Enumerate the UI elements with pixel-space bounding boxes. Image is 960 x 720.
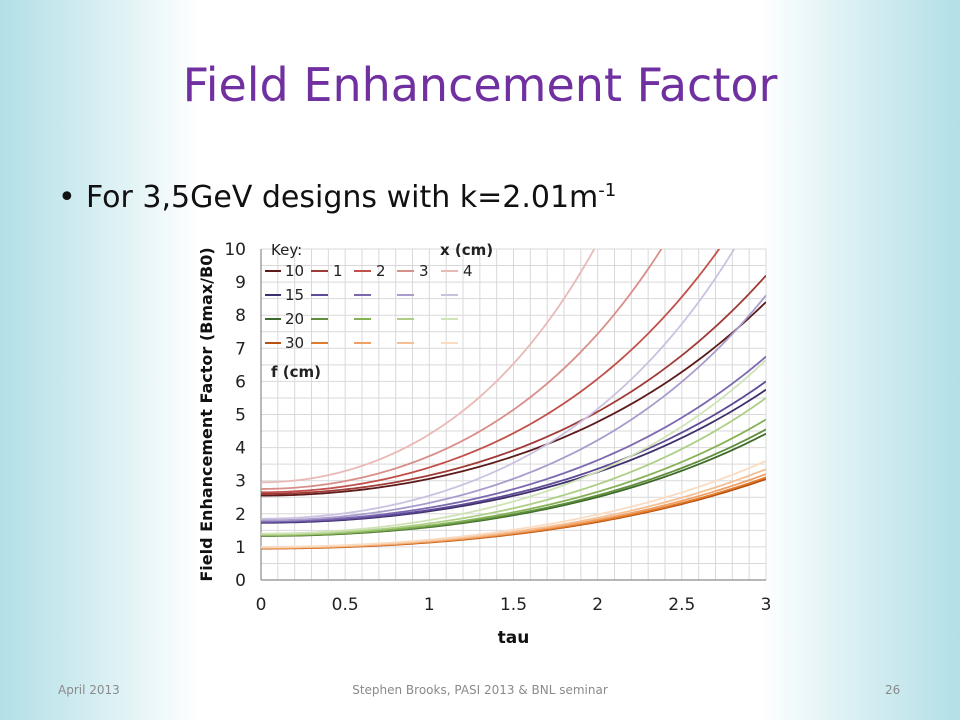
page-number: 26 [885,683,901,697]
x-tick-label: 1 [424,595,435,615]
y-axis-label: Field Enhancement Factor (Bmax/B0) [197,247,216,581]
series-line-f10-x2 [261,249,721,494]
bullet-item: • For 3,5GeV designs with k=2.01m-1 [58,180,616,215]
series-line-f30-x4 [261,460,766,548]
legend-x-value: 4 [463,262,473,280]
legend-f-header: f (cm) [271,363,321,381]
legend-x-header: x (cm) [440,241,493,259]
x-tick-label: 0 [256,595,267,615]
footer-date: April 2013 [58,683,120,697]
x-tick-label: 3 [761,595,772,615]
series-line-f20-x3 [261,397,766,536]
x-axis-label: tau [498,628,530,648]
x-tick-label: 0.5 [332,595,359,615]
y-tick-label: 1 [235,538,246,558]
y-tick-label: 8 [235,306,246,326]
series-line-f10-x3 [261,249,663,490]
y-tick-label: 10 [224,240,246,260]
series-line-f20-x2 [261,418,766,537]
bullet-superscript: -1 [598,180,617,201]
legend-f-value: 10 [285,262,304,280]
series-line-f15-x4 [261,249,736,520]
y-tick-label: 2 [235,505,246,525]
bullet-dot: • [58,180,76,215]
y-tick-label: 7 [235,339,246,359]
legend-f-value: 15 [285,286,304,304]
x-tick-label: 2 [592,595,603,615]
y-tick-label: 5 [235,406,246,426]
series-line-f15-x3 [261,294,766,522]
legend-x-value: 1 [333,262,343,280]
footer-center: Stephen Brooks, PASI 2013 & BNL seminar [352,683,608,697]
bullet-text: For 3,5GeV designs with k=2.01m [86,180,599,215]
y-tick-label: 6 [235,372,246,392]
series-line-f20-x4 [261,359,766,535]
legend-x-value: 2 [376,262,386,280]
slide-title: Field Enhancement Factor [182,58,778,112]
series-line-f15-x1 [261,380,766,523]
legend-f-value: 20 [285,310,304,328]
x-tick-label: 2.5 [668,595,695,615]
y-tick-label: 4 [235,439,246,459]
x-tick-label: 1.5 [500,595,527,615]
series-line-f10-x1 [261,274,766,495]
legend-f-value: 30 [285,334,304,352]
y-tick-label: 3 [235,472,246,492]
series-line-f10-x4 [261,249,596,484]
y-tick-label: 9 [235,273,246,293]
legend-title: Key: [271,241,302,259]
series-line-f15-x2 [261,355,766,523]
y-tick-label: 0 [235,571,246,591]
legend-x-value: 3 [419,262,429,280]
series-line-f10-x0 [261,301,766,497]
